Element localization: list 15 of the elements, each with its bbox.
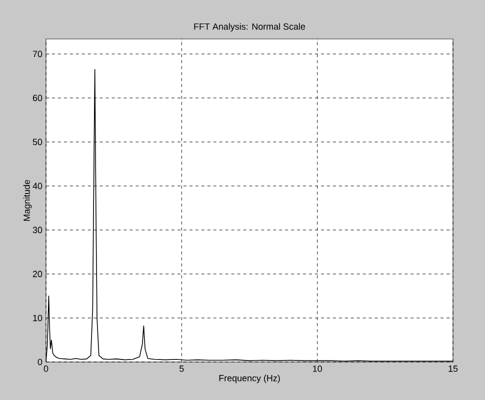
- chart-title: FFT Analysis: Normal Scale: [194, 23, 306, 32]
- y-tick-label: 10: [33, 314, 42, 322]
- y-tick-label: 0: [38, 358, 42, 366]
- x-axis-title: Frequency (Hz): [219, 374, 280, 384]
- y-tick-label: 50: [32, 138, 42, 146]
- y-axis-title: Magnitude: [23, 180, 32, 221]
- x-tick-label: 0: [44, 366, 48, 372]
- x-tick-label: 5: [180, 366, 184, 372]
- y-tick-label: 70: [32, 50, 42, 58]
- y-tick-label: 20: [32, 270, 42, 278]
- y-tick-label: 30: [32, 226, 42, 234]
- x-tick-label: 15: [448, 366, 458, 372]
- y-tick-label: 60: [32, 94, 42, 102]
- y-tick-label: 40: [32, 182, 42, 190]
- x-tick-label: 10: [313, 366, 322, 372]
